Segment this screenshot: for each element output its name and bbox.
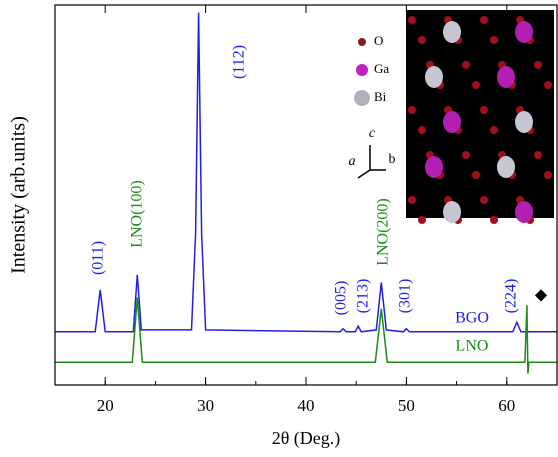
inset-legend-marker — [354, 90, 370, 106]
inset-axis-label: c — [369, 126, 376, 141]
inset-atom — [480, 196, 488, 204]
x-tick-label: 20 — [97, 396, 114, 415]
inset-atom — [497, 156, 515, 178]
inset-atom — [443, 111, 461, 133]
inset-atom — [443, 21, 461, 43]
x-tick-label: 30 — [197, 396, 214, 415]
x-tick-label: 40 — [298, 396, 315, 415]
inset-atom — [544, 171, 552, 179]
inset-atom — [418, 216, 426, 224]
inset-atom — [408, 196, 416, 204]
inset-atom — [480, 106, 488, 114]
inset-atom — [462, 151, 470, 159]
inset-atom — [418, 126, 426, 134]
inset-atom — [534, 61, 542, 69]
x-axis-label: 2θ (Deg.) — [272, 428, 341, 449]
peak-annotation: (224) — [503, 279, 520, 314]
inset-axis-label: a — [349, 154, 356, 169]
x-tick-label: 60 — [498, 396, 515, 415]
peak-annotation: (011) — [90, 241, 107, 275]
inset-atom — [418, 36, 426, 44]
peak-annotation: LNO(100) — [129, 180, 146, 248]
inset-atom — [443, 201, 461, 223]
inset-legend-marker — [356, 64, 368, 76]
inset-atom — [480, 16, 488, 24]
y-axis-label: Intensity (arb.units) — [8, 116, 30, 274]
series-label: LNO — [456, 338, 489, 355]
inset-atom — [462, 61, 470, 69]
inset-atom — [490, 126, 498, 134]
x-tick-label: 50 — [398, 396, 415, 415]
inset-atom — [515, 21, 533, 43]
inset-atom — [408, 106, 416, 114]
inset-atom — [534, 151, 542, 159]
chart: 2θ (Deg.) Intensity (arb.units) 20 30 40 50… — [0, 0, 558, 457]
inset-atom — [515, 201, 533, 223]
inset-atom — [408, 16, 416, 24]
peak-annotation: (213) — [355, 279, 372, 314]
peak-annotation: (005) — [333, 281, 350, 316]
inset-axis-label: b — [389, 152, 396, 167]
peak-annotation: LNO(200) — [375, 198, 392, 266]
inset-atom — [515, 111, 533, 133]
inset-legend-label: Ga — [374, 61, 389, 76]
peak-annotation: (112) — [231, 45, 248, 79]
inset-atom — [490, 216, 498, 224]
inset-atom — [490, 36, 498, 44]
inset-legend-label: Bi — [374, 89, 387, 104]
inset-atom — [497, 66, 515, 88]
peak-annotation: ◆ — [535, 287, 548, 304]
inset-atom — [425, 156, 443, 178]
inset-legend-marker — [358, 38, 366, 46]
inset-axis — [358, 170, 370, 178]
series-label: BGO — [455, 310, 489, 327]
inset-atom — [544, 81, 552, 89]
peak-annotation: (301) — [397, 279, 414, 314]
inset-atom — [472, 81, 480, 89]
inset-legend-label: O — [374, 33, 383, 48]
inset-atom — [472, 171, 480, 179]
inset-atom — [425, 66, 443, 88]
